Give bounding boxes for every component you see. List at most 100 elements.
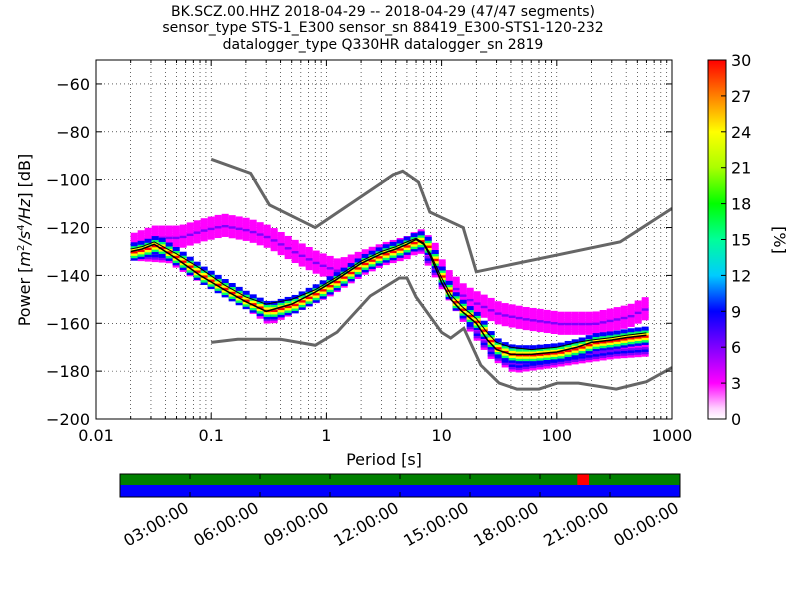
density-cell	[536, 365, 544, 370]
density-cell	[249, 296, 257, 301]
y-tick-label: −60	[56, 75, 90, 94]
density-cell	[235, 218, 243, 223]
density-cell	[592, 350, 600, 355]
density-cell	[158, 225, 166, 230]
density-cell	[459, 283, 467, 288]
density-cell	[326, 276, 334, 281]
density-cell	[543, 324, 551, 329]
density-cell	[550, 352, 558, 357]
density-cell	[578, 351, 586, 356]
density-cell	[606, 348, 614, 353]
density-cell	[459, 317, 467, 322]
density-cell	[186, 224, 194, 229]
y-axis-label: Power [m2/s4/Hz] [dB]	[15, 154, 34, 327]
density-cell	[543, 348, 551, 353]
density-cell	[151, 245, 159, 250]
density-cell	[235, 286, 243, 291]
density-cell	[452, 283, 460, 288]
colorbar-tick-label: 6	[731, 338, 741, 357]
density-cell	[263, 224, 271, 229]
density-cell	[144, 232, 152, 237]
density-cell	[592, 357, 600, 362]
density-cell	[151, 248, 159, 253]
density-cell	[592, 347, 600, 352]
density-cell	[214, 217, 222, 222]
density-cell	[200, 232, 208, 237]
density-cell	[585, 335, 593, 340]
density-cell	[515, 354, 523, 359]
density-cell	[179, 251, 187, 256]
density-cell	[494, 338, 502, 343]
density-cell	[291, 247, 299, 252]
colorbar-tick-label: 12	[731, 266, 751, 285]
density-cell	[305, 287, 313, 292]
density-cell	[585, 347, 593, 352]
density-cell	[214, 277, 222, 282]
y-tick-label: −100	[46, 171, 90, 190]
density-cell	[375, 261, 383, 266]
density-cell	[529, 361, 537, 366]
density-cell	[515, 366, 523, 371]
density-cell	[445, 274, 453, 279]
plot-frame	[95, 59, 673, 420]
density-cell	[466, 306, 474, 311]
density-cell	[550, 329, 558, 334]
density-cell	[375, 244, 383, 249]
density-cell	[578, 344, 586, 349]
density-cell	[592, 311, 600, 316]
density-cell	[333, 258, 341, 263]
density-cell	[599, 349, 607, 354]
density-cell	[564, 345, 572, 350]
density-cell	[557, 360, 565, 365]
density-cell	[613, 342, 621, 347]
density-cell	[172, 249, 180, 254]
density-cell	[291, 242, 299, 247]
density-cell	[277, 251, 285, 256]
density-cell	[193, 222, 201, 227]
density-cell	[137, 243, 145, 248]
density-cell	[396, 251, 404, 256]
density-cell	[494, 301, 502, 306]
density-cell	[508, 316, 516, 321]
density-cell	[452, 279, 460, 284]
density-cell	[375, 247, 383, 252]
density-cell	[256, 234, 264, 239]
density-cell	[585, 330, 593, 335]
density-cell	[389, 253, 397, 258]
density-cell	[557, 328, 565, 333]
colorbar-tick-label: 21	[731, 159, 751, 178]
density-cell	[319, 265, 327, 270]
density-cell	[291, 244, 299, 249]
density-cell	[466, 308, 474, 313]
density-cell	[368, 262, 376, 267]
timeline-tick-label: 09:00:00	[260, 498, 332, 550]
density-cell	[571, 330, 579, 335]
density-cell	[214, 214, 222, 219]
density-cell	[459, 302, 467, 307]
density-cell	[417, 229, 425, 234]
density-cell	[137, 237, 145, 242]
density-cell	[438, 259, 446, 264]
density-cell	[249, 222, 257, 227]
density-cell	[284, 250, 292, 255]
density-cell	[466, 290, 474, 295]
density-cell	[550, 318, 558, 323]
density-cell	[536, 323, 544, 328]
density-cell	[214, 224, 222, 229]
density-cell	[613, 326, 621, 331]
ppsd-density	[130, 213, 649, 373]
density-cell	[508, 351, 516, 356]
density-cell	[620, 331, 628, 336]
density-cell	[368, 250, 376, 255]
y-tick-label: −140	[46, 266, 90, 285]
density-cell	[354, 265, 362, 270]
density-cell	[221, 281, 229, 286]
density-cell	[459, 295, 467, 300]
density-cell	[480, 294, 488, 299]
density-cell	[452, 301, 460, 306]
density-cell	[417, 233, 425, 238]
density-cell	[627, 351, 635, 356]
density-cell	[522, 362, 530, 367]
density-cell	[564, 361, 572, 366]
density-cell	[424, 261, 432, 266]
